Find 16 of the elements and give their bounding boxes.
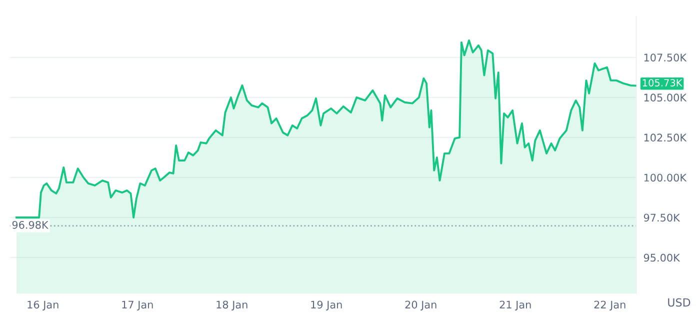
- y-tick-label: 105.00K: [644, 94, 687, 102]
- ref-line-label: 96.98K: [12, 220, 49, 229]
- y-tick-label: 97.50K: [644, 214, 680, 222]
- y-tick-label: 95.00K: [644, 254, 680, 262]
- x-tick-label: 19 Jan: [311, 300, 342, 311]
- annotation: 105.73K: [642, 79, 682, 86]
- x-tick-label: 22 Jan: [594, 300, 626, 311]
- x-tick-label: 21 Jan: [500, 300, 531, 311]
- y-axis-title: USD: [668, 298, 690, 307]
- y-tick-label: 107.50K: [644, 54, 687, 62]
- y-tick-label: 100.00K: [644, 174, 687, 182]
- y-tick-label: 102.50K: [644, 134, 687, 142]
- x-tick-label: 16 Jan: [28, 300, 58, 311]
- x-tick-label: 20 Jan: [405, 300, 436, 311]
- x-tick-label: 17 Jan: [122, 300, 153, 311]
- x-tick-label: 18 Jan: [216, 300, 248, 311]
